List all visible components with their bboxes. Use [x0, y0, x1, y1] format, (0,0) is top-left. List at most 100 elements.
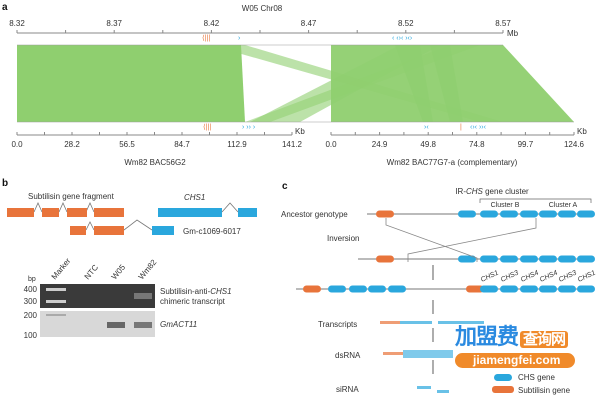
legend-chs: CHS gene: [518, 373, 555, 382]
chs-gene: [368, 285, 386, 293]
left-unit: Kb: [295, 127, 305, 136]
svg-text:⟨|||: ⟨|||: [202, 34, 210, 42]
subtilisin-gene: [466, 285, 484, 293]
lane-label: NTC: [83, 263, 101, 282]
gel-bands: [46, 288, 152, 328]
bp-tick: 100: [24, 331, 38, 340]
tick-label: 28.2: [64, 140, 80, 149]
tick-label: 99.7: [518, 140, 534, 149]
chs-gene: [539, 255, 557, 263]
lane-labels: Marker NTC W05 Wm82: [50, 256, 159, 281]
fragment-label: Subtilisin gene fragment: [28, 192, 115, 201]
chs-gene-names: CHS1 CHS3 CHS4 CHS4 CHS3 CHS1: [480, 270, 597, 284]
inversion-lines: [385, 218, 537, 262]
chs-gene-name: CHS3: [558, 270, 578, 284]
left-ticks: 0.0 28.2 56.5 84.7 112.9 141.2: [11, 132, 303, 149]
chs-gene: [328, 285, 346, 293]
tick-label: 56.5: [119, 140, 135, 149]
chs-gene: [539, 285, 557, 293]
top-gene-markers: ⟨||| › ‹ ‹›‹ ›‹›: [202, 34, 413, 42]
subtilisin-gene: [376, 255, 394, 263]
gene-structure: [33, 202, 239, 231]
watermark-cn: 加盟费 查询网: [455, 325, 595, 352]
tick-label: 49.8: [420, 140, 436, 149]
top-ticks: 8.32 8.37 8.42 8.47 8.52 8.57: [9, 19, 511, 33]
chs-gene: [558, 255, 576, 263]
legend-subtilisin-swatch: [492, 386, 514, 393]
right-bac-name: Wm82 BAC77G7-a (complementary): [387, 158, 518, 167]
tick-label: 8.57: [495, 19, 511, 28]
chs-gene-name: CHS1: [577, 270, 597, 284]
svg-text:‹›‹ ››‹: ‹›‹ ››‹: [470, 124, 487, 131]
chs-gene: [520, 285, 538, 293]
bp-ticks: 400 300 200 100: [24, 285, 38, 340]
subtilisin-gene: [303, 285, 321, 293]
chs-gene-name: CHS4: [520, 270, 540, 284]
left-bac-name: Wm82 BAC56G2: [124, 158, 186, 167]
legend-chs-swatch: [494, 374, 512, 381]
legend-subtilisin: Subtilisin gene: [518, 386, 571, 395]
rna-strands: [380, 321, 484, 393]
chs-gene: [480, 255, 498, 263]
svg-text:› ›› ›: › ›› ›: [242, 124, 256, 131]
right-ticks: 0.0 24.9 49.8 74.8 99.7 124.6: [325, 132, 585, 149]
tick-label: 124.6: [564, 140, 585, 149]
chs-gene: [558, 285, 576, 293]
cluster-title: IR-CHS gene cluster: [455, 187, 529, 196]
exons: [7, 208, 257, 235]
tick-label: 0.0: [11, 140, 23, 149]
chs-gene: [500, 255, 518, 263]
tick-label: 0.0: [325, 140, 337, 149]
svg-text:‹ ‹›‹ ›‹›: ‹ ‹›‹ ›‹›: [392, 35, 413, 42]
svg-text:›: ›: [238, 35, 241, 42]
chs-gene: [349, 285, 367, 293]
chs-gene: [458, 255, 476, 263]
subtilisin-gene: [376, 210, 394, 218]
tick-label: 74.8: [469, 140, 485, 149]
chs-gene: [577, 255, 595, 263]
svg-text:›‹: ›‹: [424, 124, 429, 131]
top-unit: Mb: [507, 29, 519, 38]
bp-label: bp: [28, 276, 36, 283]
tick-label: 84.7: [174, 140, 190, 149]
bp-tick: 200: [24, 311, 38, 320]
svg-text:|: |: [460, 124, 462, 131]
ancestor-label: Ancestor genotype: [281, 210, 348, 219]
chs-gene: [500, 285, 518, 293]
genotype-rows: [296, 210, 595, 381]
lane-label: Wm82: [137, 257, 159, 281]
dsrna-label: dsRNA: [335, 351, 361, 360]
chs-gene-name: CHS3: [500, 270, 520, 284]
tick-label: 8.32: [9, 19, 25, 28]
inversion-label: Inversion: [327, 234, 359, 243]
chs1-label: CHS1: [184, 193, 205, 202]
watermark: 加盟费 查询网 jiamengfei.com: [455, 325, 595, 368]
panel-c-label: c: [282, 181, 288, 192]
bottom-gene-markers: ⟨||| › ›› › ›‹ | ‹›‹ ››‹: [203, 123, 487, 131]
chs-gene: [577, 285, 595, 293]
gel1-label-2: chimeric transcript: [160, 297, 226, 306]
tick-label: 8.47: [301, 19, 317, 28]
panel-b-label: b: [2, 178, 8, 189]
watermark-url: jiamengfei.com: [455, 353, 575, 368]
right-unit: Kb: [577, 127, 587, 136]
chs-gene: [520, 210, 538, 218]
tick-label: 8.37: [106, 19, 122, 28]
chs-gene-name: CHS1: [480, 270, 500, 284]
tick-label: 24.9: [372, 140, 388, 149]
lane-label: Marker: [50, 256, 73, 281]
tick-label: 112.9: [227, 140, 247, 149]
cluster-a-label: Cluster A: [549, 202, 578, 209]
tick-label: 141.2: [282, 140, 303, 149]
gel2-label: GmACT11: [160, 320, 197, 329]
svg-text:⟨|||: ⟨|||: [203, 123, 211, 131]
transcripts-label: Transcripts: [318, 320, 357, 329]
chs-gene: [500, 210, 518, 218]
chs-gene-name: CHS4: [539, 270, 559, 284]
chs-gene: [480, 210, 498, 218]
chs-gene: [480, 285, 498, 293]
synteny-bands: [17, 45, 574, 122]
transcript-label: Gm-c1069-6017: [183, 227, 241, 236]
lane-label: W05: [110, 262, 128, 281]
